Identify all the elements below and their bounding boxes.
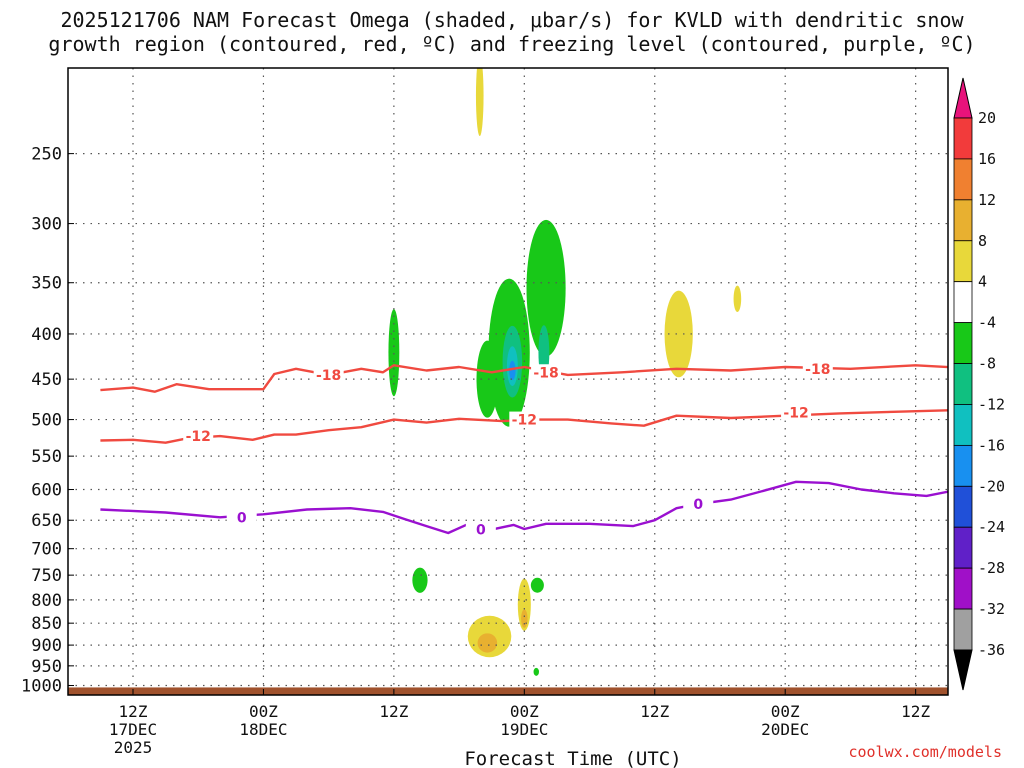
colorbar-label-10: -24 [978,518,1005,536]
omega-region-3 [388,309,400,397]
colorbar-label-8: -16 [978,436,1005,454]
contour-label-bg-freezing_level-0 [226,509,257,526]
contour-label-bg-dgz_minus12-0 [183,428,214,445]
contour-label-bg-freezing_level-2 [683,495,714,512]
omega-region-13 [517,578,531,631]
y-tick-label-850: 850 [31,614,62,634]
contour-freezing_level [100,480,948,535]
x-tick-label-12: 00Z [249,702,278,721]
contour-label-dgz_minus12-0: -12 [186,429,211,445]
colorbar-segment-5 [953,322,973,364]
colorbar-label-3: 8 [978,232,987,250]
colorbar-segment-1 [953,158,973,201]
y-tick-label-300: 300 [31,215,62,235]
omega-region-4 [412,567,428,593]
contour-dgz_minus18 [100,364,948,393]
contour-label-dgz_minus12-1: -12 [512,413,537,429]
colorbar-segment-11 [953,567,973,610]
colorbar-segment-4 [953,281,973,324]
y-tick-label-600: 600 [31,481,62,501]
contour-label-freezing_level-2: 0 [693,497,703,513]
colorbar-segment-9 [953,485,973,528]
contour-label-bg-dgz_minus12-1 [509,411,540,428]
colorbar-label-4: 4 [978,273,987,291]
x-tick-label-0: 12Z [119,702,148,721]
colorbar-segment-0 [953,117,973,160]
contour-dgz_minus12 [100,409,948,444]
plot-area: -18 -18 -18 -12 -12 -12 0 0 0 [68,68,948,695]
watermark: coolwx.com/models [848,743,1002,761]
contour-label-bg-freezing_level-1 [465,521,496,538]
x-tick-sublabel-12: 18DEC [239,720,287,739]
y-tick-label-250: 250 [31,145,62,165]
y-tick-label-900: 900 [31,636,62,656]
x-tick-label-36: 00Z [510,702,539,721]
contour-label-bg-dgz_minus12-2 [781,404,812,421]
colorbar-triangle-bottom [953,649,973,691]
y-tick-label-350: 350 [31,274,62,294]
contour-label-dgz_minus12-2: -12 [783,406,808,422]
omega-region-17 [521,609,528,628]
y-tick-label-500: 500 [31,411,62,431]
contour-label-freezing_level-0: 0 [237,510,247,526]
contour-label-bg-dgz_minus18-1 [531,364,562,381]
colorbar-label-9: -20 [978,477,1005,495]
x-tick-sublabel-0: 17DEC [109,720,157,739]
contour-label-dgz_minus18-2: -18 [805,362,830,378]
colorbar-segment-2 [953,199,973,242]
y-tick-label-950: 950 [31,657,62,677]
chart-title-line1: 2025121706 NAM Forecast Omega (shaded, μ… [60,8,964,32]
y-tick-label-650: 650 [31,511,62,531]
contour-label-dgz_minus18-0: -18 [316,368,341,384]
y-tick-label-750: 750 [31,566,62,586]
y-tick-label-400: 400 [31,325,62,345]
x-tick-sublabel-36: 19DEC [500,720,548,739]
chart-title-line2: growth region (contoured, red, ºC) and f… [48,32,976,56]
plot-frame [67,67,949,696]
omega-region-0 [526,219,566,357]
colorbar-segment-6 [953,363,973,405]
x-tick-sublabel-60: 20DEC [761,720,809,739]
omega-region-5 [530,577,544,593]
x-axis-label: Forecast Time (UTC) [464,748,681,768]
colorbar-label-6: -8 [978,355,996,373]
y-tick-label-450: 450 [31,370,62,390]
colorbar-label-7: -12 [978,395,1005,413]
colorbar-segment-3 [953,240,973,283]
colorbar-segment-7 [953,404,973,446]
x-tick-label-48: 12Z [640,702,669,721]
omega-region-14 [664,290,693,378]
x-tick-year-0: 2025 [114,738,153,757]
contour-label-bg-dgz_minus18-0 [313,366,344,383]
colorbar-label-12: -32 [978,600,1005,618]
omega-region-11 [475,68,484,137]
colorbar-label-0: 20 [978,109,996,127]
colorbar-label-11: -28 [978,559,1005,577]
y-tick-label-700: 700 [31,540,62,560]
colorbar-segment-8 [953,444,973,487]
ground-layer [68,687,948,695]
omega-region-2 [476,340,499,418]
y-tick-label-550: 550 [31,447,62,467]
omega-region-15 [733,285,742,312]
contour-label-bg-dgz_minus18-2 [802,360,833,377]
y-tick-label-800: 800 [31,591,62,611]
colorbar-triangle-top [953,77,973,119]
omega-region-10 [509,360,516,381]
colorbar-segment-10 [953,526,973,569]
colorbar-label-5: -4 [978,314,996,332]
x-tick-label-24: 12Z [379,702,408,721]
omega-region-6 [533,667,539,676]
y-tick-label-1000: 1000 [21,677,62,697]
colorbar-segment-12 [953,608,973,651]
x-tick-label-72: 12Z [901,702,930,721]
x-tick-label-60: 00Z [771,702,800,721]
colorbar-label-13: -36 [978,641,1005,659]
contour-label-dgz_minus18-1: -18 [533,365,558,381]
omega-region-16 [477,633,498,653]
colorbar-label-2: 12 [978,191,996,209]
contour-label-freezing_level-1: 0 [476,523,486,539]
colorbar-label-1: 16 [978,150,996,168]
